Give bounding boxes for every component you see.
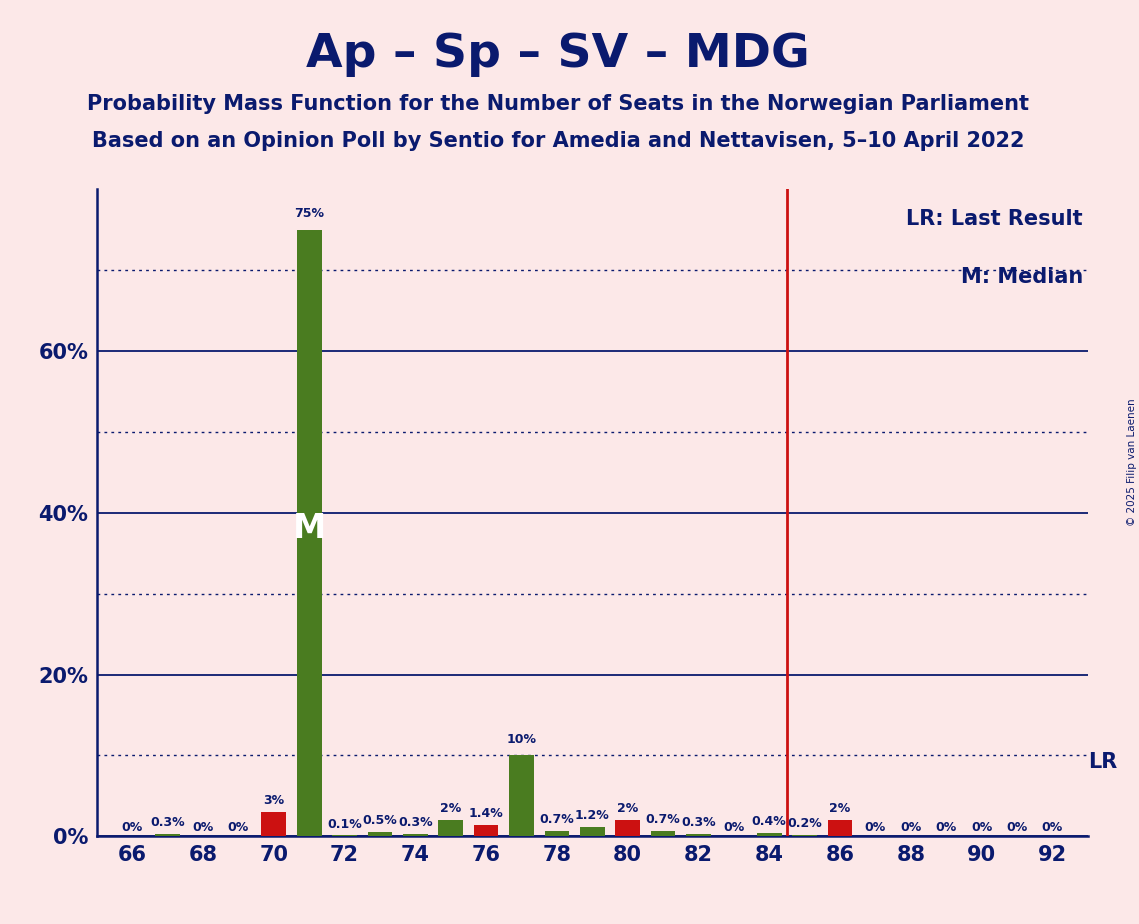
- Text: 0.2%: 0.2%: [787, 817, 822, 830]
- Text: 1.4%: 1.4%: [469, 807, 503, 821]
- Text: Based on an Opinion Poll by Sentio for Amedia and Nettavisen, 5–10 April 2022: Based on an Opinion Poll by Sentio for A…: [92, 131, 1024, 152]
- Bar: [615, 821, 640, 836]
- Text: M: M: [293, 513, 326, 545]
- Text: 0.3%: 0.3%: [150, 816, 185, 829]
- Bar: [403, 833, 428, 836]
- Bar: [580, 827, 605, 836]
- Bar: [155, 833, 180, 836]
- Text: 0%: 0%: [1042, 821, 1063, 833]
- Bar: [544, 831, 570, 836]
- Text: 1.2%: 1.2%: [575, 808, 609, 821]
- Text: 0%: 0%: [228, 821, 249, 833]
- Text: 0.7%: 0.7%: [540, 813, 574, 826]
- Bar: [297, 230, 321, 836]
- Text: 3%: 3%: [263, 794, 285, 808]
- Text: 0%: 0%: [970, 821, 992, 833]
- Text: © 2025 Filip van Laenen: © 2025 Filip van Laenen: [1126, 398, 1137, 526]
- Text: 0.5%: 0.5%: [362, 814, 398, 827]
- Bar: [650, 831, 675, 836]
- Text: LR: LR: [1088, 752, 1117, 772]
- Bar: [793, 834, 817, 836]
- Bar: [828, 821, 852, 836]
- Text: 0%: 0%: [122, 821, 142, 833]
- Bar: [509, 756, 534, 836]
- Text: M: Median: M: Median: [960, 267, 1083, 287]
- Text: 75%: 75%: [294, 207, 325, 220]
- Text: 0.3%: 0.3%: [681, 816, 715, 829]
- Bar: [686, 833, 711, 836]
- Bar: [261, 812, 286, 836]
- Text: 0%: 0%: [723, 821, 745, 833]
- Text: 2%: 2%: [829, 802, 851, 815]
- Text: 0.7%: 0.7%: [646, 813, 680, 826]
- Text: 10%: 10%: [507, 733, 536, 746]
- Text: 0%: 0%: [865, 821, 886, 833]
- Text: 2%: 2%: [440, 802, 461, 815]
- Text: 0%: 0%: [1007, 821, 1027, 833]
- Text: 0%: 0%: [935, 821, 957, 833]
- Text: Ap – Sp – SV – MDG: Ap – Sp – SV – MDG: [306, 32, 810, 78]
- Text: 0%: 0%: [900, 821, 921, 833]
- Bar: [368, 833, 392, 836]
- Text: 2%: 2%: [617, 802, 638, 815]
- Text: Probability Mass Function for the Number of Seats in the Norwegian Parliament: Probability Mass Function for the Number…: [87, 94, 1030, 115]
- Text: 0.3%: 0.3%: [398, 816, 433, 829]
- Text: LR: Last Result: LR: Last Result: [907, 209, 1083, 229]
- Bar: [756, 833, 781, 836]
- Text: 0.4%: 0.4%: [752, 815, 787, 828]
- Bar: [439, 821, 464, 836]
- Text: 0.1%: 0.1%: [327, 818, 362, 831]
- Text: 0%: 0%: [192, 821, 214, 833]
- Bar: [474, 825, 499, 836]
